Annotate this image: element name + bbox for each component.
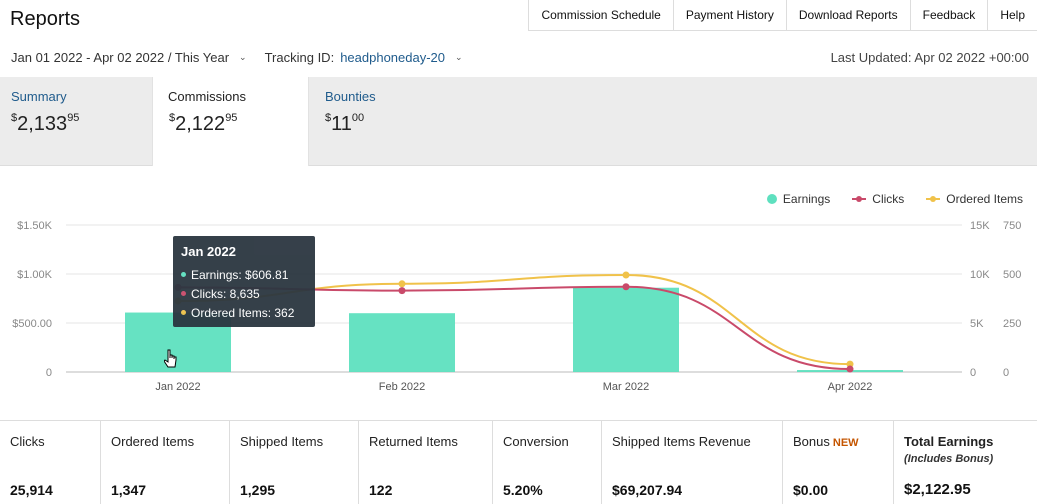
- stat-clicks-value: 25,914: [10, 482, 53, 498]
- download-reports-button[interactable]: Download Reports: [786, 0, 911, 30]
- stat-shipped-items: Shipped Items 1,295: [230, 421, 359, 504]
- tab-bounties-label: Bounties: [325, 89, 376, 104]
- stat-shipped-revenue-value: $69,207.94: [612, 482, 683, 498]
- date-range-label: Jan 01 2022 - Apr 02 2022 / This Year: [11, 50, 230, 65]
- earnings-bar: [573, 287, 679, 372]
- stat-bonus-value: $0.00: [793, 482, 829, 498]
- x-axis-tick: Feb 2022: [379, 381, 425, 393]
- tab-bounties-value: $1100: [325, 112, 365, 135]
- report-tabs: Summary $2,13395 Commissions $2,12295 Bo…: [0, 77, 1037, 170]
- x-axis-tick: Mar 2022: [603, 381, 649, 393]
- clicks-point: [622, 283, 630, 291]
- tab-bounties[interactable]: Bounties $1100: [309, 77, 469, 166]
- tab-summary-value: $2,13395: [11, 112, 80, 135]
- stat-shipped-revenue: Shipped Items Revenue $69,207.94: [602, 421, 783, 504]
- stats-row: Clicks 25,914 Ordered Items 1,347 Shippe…: [0, 420, 1037, 504]
- right-axis-tick: 10K: [970, 269, 990, 281]
- stat-returned-items: Returned Items 122: [359, 421, 493, 504]
- chart-area: Earnings Clicks Ordered Items 0 0 0 $500.00…: [0, 166, 1037, 420]
- tooltip-ordered-dot: [181, 310, 186, 315]
- clicks-point: [398, 287, 406, 295]
- earnings-chart: 0 0 0 $500.00 5K 250 $1.00K 10K 500 $1.50K 15K 750 J…: [12, 220, 1021, 393]
- stat-clicks: Clicks 25,914: [0, 421, 101, 504]
- feedback-button[interactable]: Feedback: [910, 0, 989, 30]
- x-axis-tick: Jan 2022: [155, 381, 200, 393]
- ordered-items-point: [622, 271, 630, 279]
- help-button[interactable]: Help: [988, 0, 1037, 30]
- stat-shipped-items-value: 1,295: [240, 482, 276, 498]
- chevron-down-icon: ⌄: [455, 52, 463, 62]
- tooltip-clicks-dot: [181, 291, 186, 296]
- tab-commissions[interactable]: Commissions $2,12295: [152, 77, 309, 170]
- tracking-id-label: Tracking ID:: [264, 50, 335, 65]
- tracking-id-value: headphoneday-20: [340, 50, 446, 65]
- payment-history-button[interactable]: Payment History: [673, 0, 787, 30]
- tab-summary-label: Summary: [11, 89, 67, 104]
- tab-commissions-value: $2,12295: [169, 112, 238, 135]
- tooltip-title: Jan 2022: [181, 244, 236, 259]
- mouse-cursor-icon: [164, 349, 177, 368]
- chart-legend: Earnings Clicks Ordered Items: [766, 192, 1023, 206]
- legend-earnings[interactable]: Earnings: [766, 192, 830, 206]
- page-title: Reports: [10, 8, 81, 30]
- tooltip-ordered-row: Ordered Items: 362: [181, 303, 307, 322]
- stat-ordered-items: Ordered Items 1,347: [101, 421, 230, 504]
- right-axis-tick: 5K: [970, 318, 984, 330]
- right-axis-2-tick: 750: [1003, 220, 1021, 232]
- earnings-bar: [349, 313, 455, 372]
- stat-total-earnings: Total Earnings (Includes Bonus) $2,122.9…: [894, 421, 1037, 504]
- commission-schedule-button[interactable]: Commission Schedule: [529, 0, 674, 30]
- ordered-items-point: [846, 360, 854, 368]
- left-axis-tick: $500.00: [12, 318, 52, 330]
- right-axis-tick: 0: [970, 367, 976, 379]
- right-axis-2-tick: 0: [1003, 367, 1009, 379]
- stat-conversion-value: 5.20%: [503, 482, 543, 498]
- stat-conversion: Conversion 5.20%: [493, 421, 602, 504]
- header: Reports Commission Schedule Payment Hist…: [0, 0, 1037, 36]
- top-nav: Commission Schedule Payment History Down…: [528, 0, 1037, 31]
- legend-earnings-swatch: [766, 194, 777, 204]
- stat-total-earnings-note: (Includes Bonus): [904, 453, 994, 465]
- legend-clicks[interactable]: Clicks: [852, 192, 904, 206]
- left-axis-tick: 0: [46, 367, 52, 379]
- filter-row: Jan 01 2022 - Apr 02 2022 / This Year ⌄ …: [0, 44, 1037, 70]
- stat-total-earnings-value: $2,122.95: [904, 481, 971, 498]
- ordered-items-point: [398, 280, 406, 288]
- x-axis-tick: Apr 2022: [828, 381, 873, 393]
- legend-ordered-swatch: [926, 196, 941, 202]
- legend-ordered-items[interactable]: Ordered Items: [926, 192, 1023, 206]
- left-axis-tick: $1.50K: [17, 220, 53, 232]
- new-badge: NEW: [832, 437, 859, 449]
- stat-returned-items-value: 122: [369, 482, 393, 498]
- tooltip-earnings-row: Earnings: $606.81: [181, 265, 307, 284]
- tooltip-earnings-dot: [181, 272, 186, 277]
- right-axis-2-tick: 250: [1003, 318, 1021, 330]
- left-axis-tick: $1.00K: [17, 269, 53, 281]
- stat-ordered-items-value: 1,347: [111, 482, 147, 498]
- clicks-point: [846, 365, 854, 373]
- chevron-down-icon: ⌄: [239, 52, 247, 62]
- date-range-dropdown[interactable]: Jan 01 2022 - Apr 02 2022 / This Year ⌄: [11, 50, 247, 65]
- tooltip-clicks-row: Clicks: 8,635: [181, 284, 307, 303]
- tab-summary[interactable]: Summary $2,13395: [0, 77, 152, 166]
- right-axis-2-tick: 500: [1003, 269, 1021, 281]
- legend-clicks-swatch: [852, 196, 867, 202]
- chart-tooltip: Jan 2022 Earnings: $606.81 Clicks: 8,635…: [173, 236, 315, 327]
- stat-bonus: Bonus NEW $0.00: [783, 421, 894, 504]
- right-axis-tick: 15K: [970, 220, 990, 232]
- tracking-id-dropdown[interactable]: Tracking ID: headphoneday-20 ⌄: [265, 50, 463, 65]
- last-updated: Last Updated: Apr 02 2022 +00:00: [830, 50, 1029, 65]
- tab-commissions-label: Commissions: [168, 89, 247, 104]
